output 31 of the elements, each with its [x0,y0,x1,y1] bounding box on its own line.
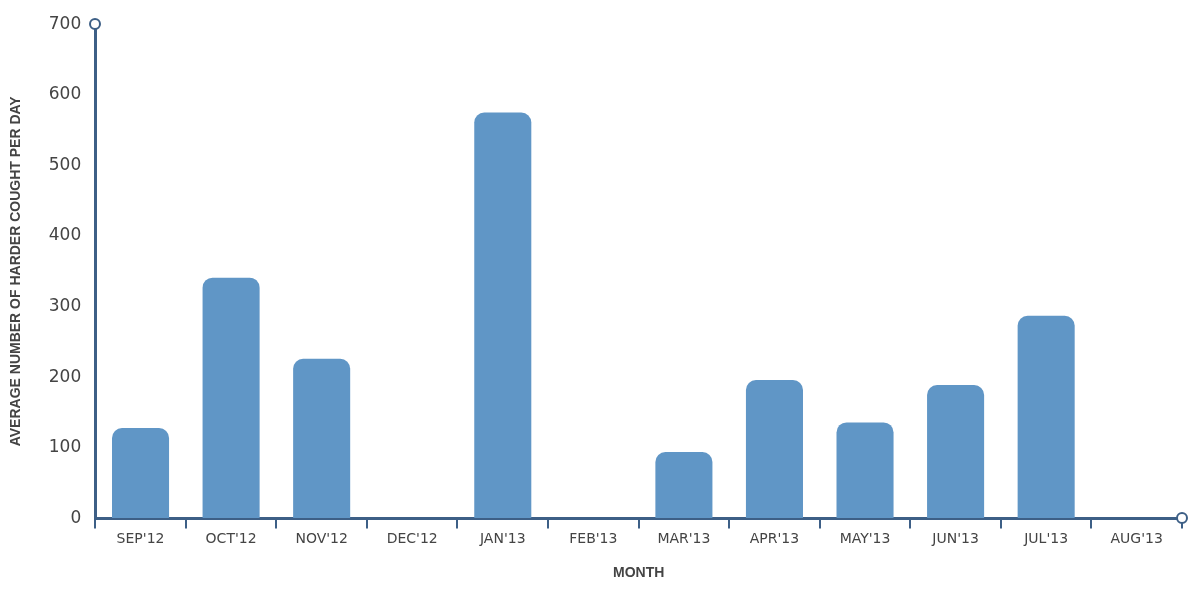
x-tick-label: AUG'13 [1110,530,1163,547]
x-tick-label: JUN'13 [931,530,979,547]
x-tick-label: FEB'13 [569,530,618,547]
y-tick-label: 500 [48,153,82,174]
y-tick-label: 300 [48,295,82,316]
y-tick-label: 600 [48,83,82,104]
bar [293,358,351,518]
x-tick-label: SEP'12 [116,530,165,547]
x-tick-label: OCT'12 [205,530,257,547]
bar [745,380,803,518]
bar [112,428,170,518]
x-tick-label: MAY'13 [839,530,891,547]
x-tick-label: MAR'13 [657,530,711,547]
bar [202,277,260,518]
bar [1017,315,1075,518]
y-tick-label: 200 [48,365,82,386]
x-tick-label: JAN'13 [478,530,526,547]
y-tick-label: 700 [48,12,82,33]
y-axis-title: AVERAGE NUMBER OF HARDER COUGHT PER DAY [7,95,24,447]
y-tick-label: 0 [70,506,82,527]
x-axis-title: MONTH [612,564,665,581]
bar [655,452,713,518]
bar [474,112,532,518]
y-tick-label: 100 [48,436,82,457]
bar [836,422,894,518]
x-tick-label: NOV'12 [295,530,348,547]
x-tick-label: APR'13 [749,530,800,547]
bar [927,384,985,518]
y-tick-label: 400 [48,224,82,245]
x-tick-label: DEC'12 [386,530,438,547]
x-tick-label: JUL'13 [1023,530,1069,547]
